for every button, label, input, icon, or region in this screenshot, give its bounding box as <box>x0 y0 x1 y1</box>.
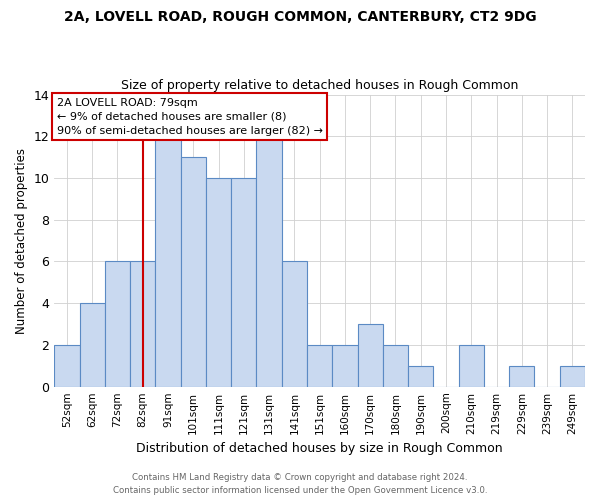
Bar <box>358 324 383 386</box>
Bar <box>231 178 256 386</box>
Bar <box>256 136 282 386</box>
Text: Contains HM Land Registry data © Crown copyright and database right 2024.
Contai: Contains HM Land Registry data © Crown c… <box>113 474 487 495</box>
Bar <box>332 345 358 387</box>
Text: 2A, LOVELL ROAD, ROUGH COMMON, CANTERBURY, CT2 9DG: 2A, LOVELL ROAD, ROUGH COMMON, CANTERBUR… <box>64 10 536 24</box>
Y-axis label: Number of detached properties: Number of detached properties <box>15 148 28 334</box>
Bar <box>130 262 155 386</box>
Bar <box>408 366 433 386</box>
Bar <box>383 345 408 387</box>
Bar <box>155 136 181 386</box>
Bar <box>181 157 206 386</box>
Bar <box>54 345 80 387</box>
Bar <box>307 345 332 387</box>
Title: Size of property relative to detached houses in Rough Common: Size of property relative to detached ho… <box>121 79 518 92</box>
Bar <box>560 366 585 386</box>
Bar <box>80 303 105 386</box>
X-axis label: Distribution of detached houses by size in Rough Common: Distribution of detached houses by size … <box>136 442 503 455</box>
Bar <box>206 178 231 386</box>
Text: 2A LOVELL ROAD: 79sqm
← 9% of detached houses are smaller (8)
90% of semi-detach: 2A LOVELL ROAD: 79sqm ← 9% of detached h… <box>57 98 323 136</box>
Bar <box>458 345 484 387</box>
Bar <box>282 262 307 386</box>
Bar <box>105 262 130 386</box>
Bar <box>509 366 535 386</box>
